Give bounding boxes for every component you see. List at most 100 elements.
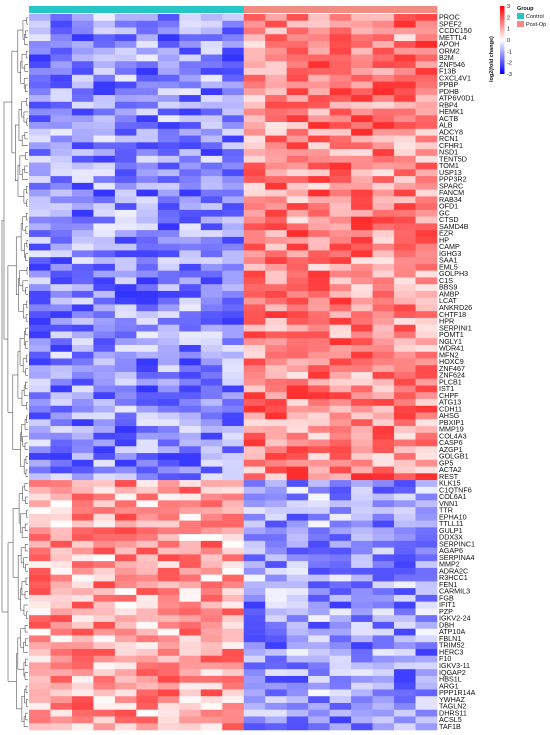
heatmap-cell	[157, 520, 180, 528]
heatmap-cell	[415, 284, 438, 292]
heatmap-cell	[29, 243, 51, 251]
heatmap-cell	[136, 135, 159, 143]
heatmap-cell	[29, 439, 51, 447]
heatmap-cell	[200, 486, 223, 494]
heatmap-cell	[394, 20, 416, 28]
heatmap-cell	[93, 115, 116, 123]
heatmap-cell	[394, 432, 416, 440]
heatmap-cell	[415, 317, 438, 326]
heatmap-cell	[93, 412, 116, 420]
heatmap-cell	[50, 149, 73, 157]
heatmap-cell	[286, 230, 309, 238]
dendrogram-branch	[25, 368, 28, 376]
heatmap-cell	[351, 189, 373, 197]
heatmap-cell	[136, 480, 159, 488]
heatmap-cell	[114, 696, 137, 704]
heatmap-cell	[351, 297, 373, 305]
heatmap-cell	[265, 547, 287, 555]
heatmap-cell	[50, 412, 73, 420]
heatmap-cell	[308, 567, 330, 575]
heatmap-cell	[222, 216, 245, 224]
heatmap-cell	[29, 101, 51, 109]
heatmap-cell	[394, 513, 416, 521]
heatmap-cell	[351, 594, 373, 602]
heatmap-cell	[71, 351, 94, 359]
heatmap-cell	[93, 189, 116, 197]
heatmap-cell	[329, 621, 352, 629]
heatmap-cell	[265, 466, 287, 474]
heatmap-cell	[200, 466, 223, 474]
heatmap-cell	[50, 189, 73, 197]
heatmap-cell	[243, 365, 266, 373]
heatmap-cell	[93, 392, 116, 400]
heatmap-cell	[329, 507, 352, 515]
dendrogram-branch	[23, 557, 28, 569]
heatmap-cell	[308, 277, 330, 285]
heatmap-cell	[200, 95, 223, 103]
heatmap-cell	[265, 540, 287, 548]
heatmap-cell	[157, 149, 180, 157]
heatmap-cell	[222, 209, 245, 217]
heatmap-cell	[308, 473, 330, 481]
heatmap-cell	[136, 392, 159, 400]
heatmap-cell	[200, 243, 223, 251]
heatmap-cell	[329, 95, 352, 103]
dendrogram-branch	[23, 189, 27, 204]
heatmap-cell	[71, 534, 94, 542]
gene-label: GC	[439, 208, 450, 217]
heatmap-cell	[308, 655, 330, 663]
heatmap-cell	[114, 480, 137, 488]
heatmap-cell	[179, 311, 202, 319]
heatmap-cell	[29, 561, 51, 569]
heatmap-cell	[222, 628, 245, 636]
heatmap-cell	[351, 128, 373, 136]
heatmap-cell	[308, 675, 330, 684]
heatmap-cell	[114, 588, 137, 596]
heatmap-cell	[29, 290, 51, 298]
gene-label: AMBP	[439, 289, 460, 298]
gene-label: IFIT1	[439, 600, 456, 609]
heatmap-cell	[157, 480, 180, 488]
heatmap-cell	[179, 27, 202, 35]
heatmap-cell	[136, 567, 159, 575]
heatmap-cell	[286, 662, 309, 670]
gene-label: ADCY8	[439, 127, 463, 136]
heatmap-cell	[136, 196, 159, 204]
heatmap-cell	[394, 14, 416, 22]
heatmap-cell	[157, 540, 180, 548]
heatmap-cell	[372, 702, 395, 711]
heatmap-cell	[114, 290, 137, 298]
heatmap-cell	[50, 662, 73, 670]
gene-label: HP	[439, 235, 449, 244]
heatmap-cell	[265, 149, 287, 157]
heatmap-cell	[265, 365, 287, 373]
heatmap-cell	[136, 696, 159, 704]
heatmap-cell	[222, 176, 245, 184]
heatmap-cell	[29, 54, 51, 62]
heatmap-cell	[351, 34, 373, 42]
heatmap-cell	[93, 81, 116, 89]
heatmap-cell	[71, 20, 94, 28]
heatmap-cell	[372, 513, 395, 521]
heatmap-cell	[308, 243, 330, 251]
heatmap-cell	[394, 628, 416, 636]
heatmap-cell	[157, 648, 180, 656]
heatmap-cell	[29, 372, 51, 380]
heatmap-cell	[200, 426, 223, 434]
heatmap-cell	[372, 682, 395, 690]
heatmap-cell	[243, 534, 266, 542]
heatmap-cell	[286, 176, 309, 184]
heatmap-cell	[222, 135, 245, 143]
color-scale-tick: 2	[507, 15, 510, 21]
heatmap-cell	[157, 378, 180, 386]
heatmap-cell	[71, 122, 94, 130]
heatmap-cell	[136, 162, 159, 170]
gene-label: SAA1	[439, 256, 457, 265]
heatmap-cell	[157, 41, 180, 49]
heatmap-cell	[372, 27, 395, 35]
heatmap-cell	[200, 297, 223, 305]
heatmap-cell	[29, 547, 51, 555]
heatmap-cell	[372, 540, 395, 548]
gene-label: CCDC150	[439, 26, 472, 35]
gene-label: POMT1	[439, 330, 464, 339]
